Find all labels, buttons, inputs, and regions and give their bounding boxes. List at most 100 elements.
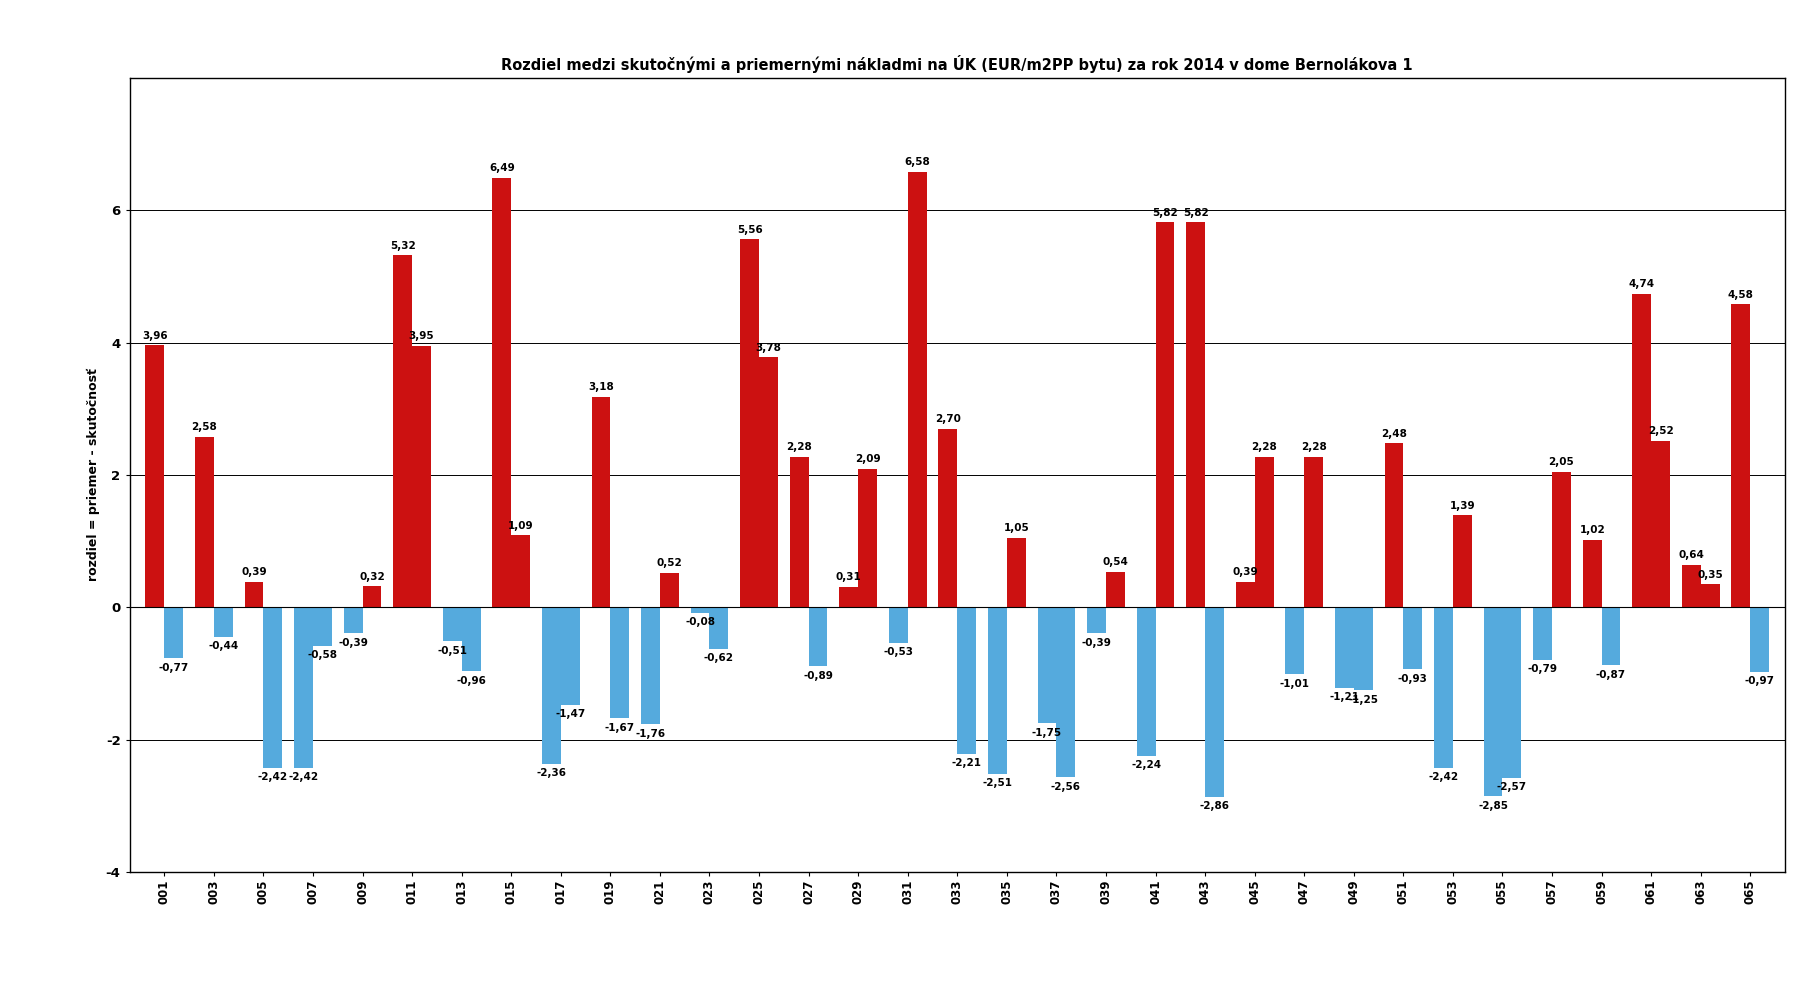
Text: -0,51: -0,51 — [437, 646, 468, 656]
Text: -2,42: -2,42 — [1429, 773, 1458, 782]
Text: -2,86: -2,86 — [1199, 801, 1229, 811]
Bar — [740, 239, 760, 608]
Text: -1,76: -1,76 — [635, 728, 666, 739]
Title: Rozdiel medzi skutočnými a priemernými nákladmi na ÚK (EUR/m2PP bytu) za rok 201: Rozdiel medzi skutočnými a priemernými n… — [502, 54, 1413, 72]
Bar — [542, 608, 562, 764]
Bar — [938, 429, 958, 608]
Text: -0,97: -0,97 — [1744, 677, 1775, 687]
Bar — [1354, 608, 1373, 691]
Text: 3,96: 3,96 — [142, 331, 167, 341]
Bar — [443, 608, 461, 641]
Text: -1,47: -1,47 — [554, 709, 585, 719]
Bar — [1435, 608, 1453, 768]
Text: 5,32: 5,32 — [391, 241, 416, 251]
Text: -0,96: -0,96 — [455, 676, 486, 686]
Y-axis label: rozdiel = priemer - skutočnosť: rozdiel = priemer - skutočnosť — [86, 369, 101, 582]
Bar — [1633, 293, 1651, 608]
Text: 1,39: 1,39 — [1449, 501, 1476, 511]
Bar — [293, 608, 313, 768]
Bar — [1285, 608, 1305, 675]
Bar — [146, 346, 164, 608]
Bar — [214, 608, 232, 636]
Bar — [313, 608, 331, 646]
Text: 2,58: 2,58 — [191, 422, 218, 432]
Bar — [1732, 304, 1750, 608]
Bar — [1138, 608, 1156, 756]
Text: -2,42: -2,42 — [288, 773, 319, 782]
Bar — [1483, 608, 1503, 796]
Text: 2,09: 2,09 — [855, 454, 880, 464]
Text: 0,35: 0,35 — [1697, 570, 1723, 580]
Bar — [392, 255, 412, 608]
Text: -2,57: -2,57 — [1498, 782, 1526, 792]
Text: -2,51: -2,51 — [983, 779, 1012, 788]
Text: 2,28: 2,28 — [787, 442, 812, 452]
Bar — [1651, 441, 1670, 608]
Text: 4,74: 4,74 — [1629, 279, 1654, 289]
Bar — [1237, 582, 1255, 608]
Text: -0,53: -0,53 — [884, 647, 913, 657]
Text: -0,87: -0,87 — [1597, 670, 1625, 680]
Bar — [1681, 565, 1701, 608]
Bar — [1582, 539, 1602, 608]
Bar — [1186, 222, 1206, 608]
Text: -0,39: -0,39 — [338, 638, 367, 648]
Bar — [1255, 456, 1274, 608]
Text: 2,28: 2,28 — [1301, 442, 1327, 452]
Text: -2,21: -2,21 — [952, 759, 981, 769]
Text: -1,25: -1,25 — [1348, 695, 1379, 704]
Text: -0,58: -0,58 — [308, 650, 337, 661]
Text: -2,56: -2,56 — [1051, 782, 1080, 791]
Bar — [641, 608, 661, 724]
Bar — [1105, 572, 1125, 608]
Text: -2,42: -2,42 — [257, 773, 288, 782]
Bar — [610, 608, 630, 718]
Text: 4,58: 4,58 — [1728, 289, 1753, 299]
Bar — [562, 608, 580, 704]
Text: 0,32: 0,32 — [358, 572, 385, 582]
Text: 0,39: 0,39 — [1233, 567, 1258, 577]
Bar — [164, 608, 184, 658]
Bar — [1552, 471, 1571, 608]
Bar — [1156, 222, 1174, 608]
Bar — [362, 586, 382, 608]
Bar — [907, 172, 927, 608]
Text: -0,93: -0,93 — [1399, 674, 1427, 684]
Bar — [889, 608, 907, 642]
Bar — [1404, 608, 1422, 669]
Bar — [988, 608, 1006, 774]
Text: 6,49: 6,49 — [490, 163, 515, 173]
Text: -0,39: -0,39 — [1082, 638, 1112, 648]
Bar — [1503, 608, 1521, 778]
Bar — [1336, 608, 1354, 688]
Text: 3,18: 3,18 — [589, 382, 614, 392]
Text: 0,64: 0,64 — [1678, 550, 1705, 560]
Text: 1,05: 1,05 — [1003, 524, 1030, 534]
Text: 5,82: 5,82 — [1152, 207, 1177, 217]
Text: 1,09: 1,09 — [508, 521, 533, 531]
Bar — [511, 535, 529, 608]
Text: 5,56: 5,56 — [736, 224, 763, 235]
Text: -0,08: -0,08 — [686, 618, 715, 627]
Text: -2,85: -2,85 — [1478, 800, 1508, 811]
Bar — [1602, 608, 1620, 665]
Text: -2,36: -2,36 — [536, 769, 567, 779]
Text: -0,79: -0,79 — [1528, 664, 1557, 675]
Bar — [493, 178, 511, 608]
Text: -1,75: -1,75 — [1031, 728, 1062, 738]
Text: 2,48: 2,48 — [1381, 429, 1408, 439]
Bar — [245, 582, 263, 608]
Text: -1,01: -1,01 — [1280, 679, 1310, 689]
Bar — [194, 437, 214, 608]
Bar — [1206, 608, 1224, 796]
Text: 0,39: 0,39 — [241, 567, 266, 577]
Text: -0,89: -0,89 — [803, 671, 833, 681]
Bar — [1453, 516, 1472, 608]
Bar — [1750, 608, 1769, 672]
Bar — [1006, 537, 1026, 608]
Text: 0,31: 0,31 — [835, 572, 862, 582]
Text: -2,24: -2,24 — [1130, 761, 1161, 771]
Bar — [1087, 608, 1105, 633]
Bar — [412, 346, 430, 608]
Text: -1,21: -1,21 — [1330, 693, 1359, 702]
